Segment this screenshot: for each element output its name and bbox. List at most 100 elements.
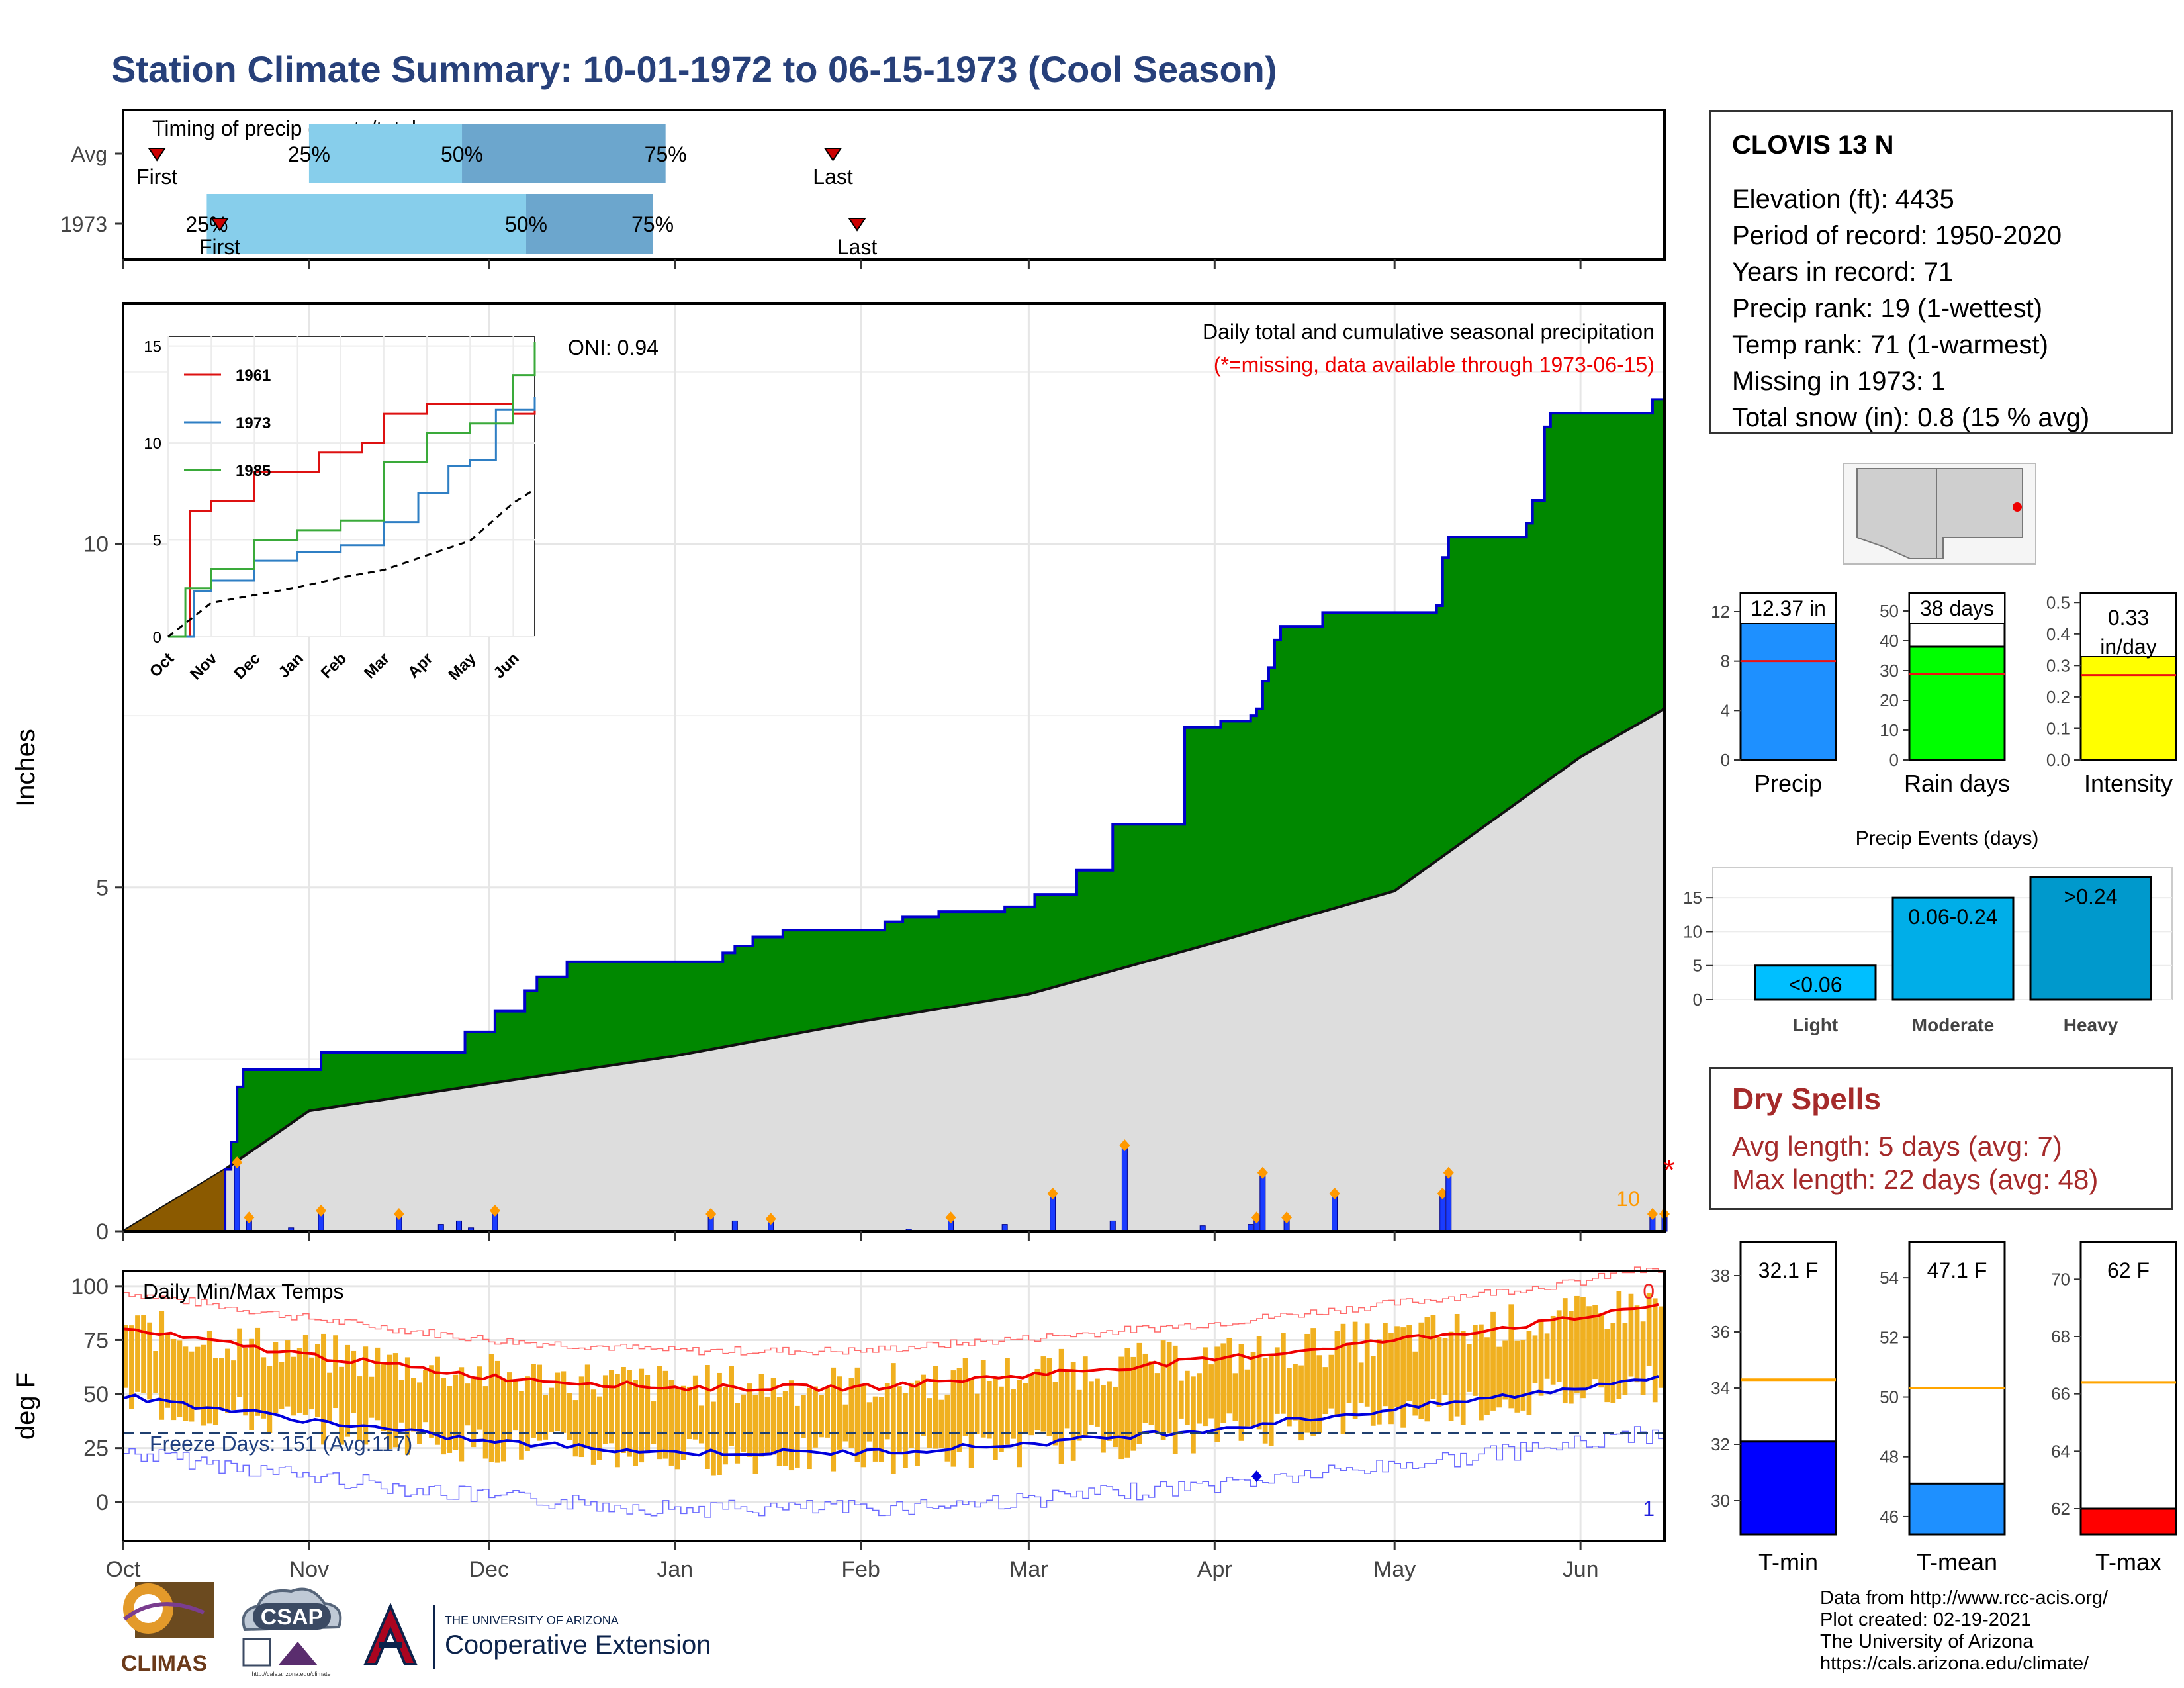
temp-daily-bar	[1634, 1305, 1640, 1383]
mini-bar-value-box	[2080, 592, 2177, 657]
temp-bar-value	[2079, 1507, 2177, 1536]
temp-ytick-label: 100	[71, 1274, 109, 1299]
mini-bar-value	[1908, 645, 2006, 761]
temp-daily-bar	[1616, 1291, 1622, 1399]
station-name: CLOVIS 13 N	[1732, 130, 1894, 160]
mini-bar-value	[2079, 655, 2177, 761]
station-info-box: CLOVIS 13 N Elevation (ft): 4435 Period …	[1709, 110, 2173, 434]
temp-daily-bar	[645, 1375, 651, 1454]
temp-daily-bar	[717, 1372, 722, 1475]
temp-daily-bar	[1598, 1313, 1604, 1388]
temp-daily-bar	[147, 1322, 152, 1400]
precip-cumulative-line	[123, 381, 1666, 1233]
temp-daily-bar	[788, 1380, 794, 1471]
temp-daily-bar	[1532, 1335, 1538, 1383]
temp-daily-bar	[1028, 1373, 1034, 1436]
temp-daily-bar	[447, 1386, 453, 1453]
temp-daily-bar	[807, 1387, 812, 1470]
temp-bar-ytick-label: 36	[1711, 1322, 1730, 1342]
temp-daily-bar	[866, 1402, 872, 1442]
oni-label: ONI: 0.94	[568, 336, 659, 359]
temp-daily-bar	[1124, 1348, 1130, 1458]
temp-bar-ytick-label: 62	[2051, 1499, 2070, 1519]
temp-bar-ytick-label: 50	[1880, 1387, 1899, 1407]
temp-daily-bar	[735, 1403, 741, 1464]
temp-daily-bar	[369, 1376, 375, 1418]
temp-daily-bar	[387, 1354, 392, 1450]
timing-bar-25-50	[206, 194, 526, 254]
temp-daily-bar	[189, 1351, 195, 1422]
temp-daily-bar	[1185, 1370, 1190, 1425]
temp-daily-bar	[980, 1360, 986, 1438]
temp-daily-bar	[549, 1387, 555, 1432]
inset-ytick-label: 15	[144, 338, 161, 356]
temp-frame	[122, 1270, 1666, 1542]
temp-daily-bar	[261, 1357, 267, 1419]
station-elevation: Elevation (ft): 4435	[1732, 185, 1954, 214]
temp-daily-bar	[1394, 1326, 1400, 1407]
temp-daily-bar	[1322, 1367, 1328, 1415]
temp-daily-bar	[488, 1354, 494, 1462]
temp-daily-bar	[201, 1344, 206, 1426]
temp-daily-bar	[1340, 1323, 1346, 1434]
mini-bar-ytick-label: 0	[1889, 750, 1899, 770]
events-bar	[1891, 896, 2015, 1001]
temp-daily-bar	[321, 1333, 326, 1445]
temp-daily-bar	[758, 1374, 764, 1457]
temp-daily-bar	[1520, 1339, 1526, 1411]
temp-daily-bar	[1550, 1315, 1556, 1385]
temp-daily-bar	[1448, 1331, 1454, 1421]
temp-record-high-line	[123, 1266, 1664, 1356]
ua-cooperative-extension-logo: THE UNIVERSITY OF ARIZONA Cooperative Ex…	[363, 1602, 711, 1669]
temp-ytick-label: 75	[83, 1328, 109, 1353]
temp-daily-bar	[657, 1366, 662, 1460]
temp-daily-bar	[909, 1382, 914, 1448]
temp-daily-bar	[578, 1376, 584, 1458]
temp-daily-bar	[1383, 1323, 1388, 1407]
temp-daily-bar	[1046, 1358, 1052, 1436]
timing-label-25: 25%	[288, 142, 330, 166]
temp-daily-bar	[1160, 1340, 1166, 1440]
precip-snow-count: 10	[1616, 1187, 1640, 1211]
temp-daily-bar	[801, 1395, 806, 1438]
temp-bar-ytick-label: 38	[1711, 1266, 1730, 1286]
temp-daily-bar	[1328, 1354, 1334, 1409]
temp-daily-bar	[465, 1383, 471, 1426]
temp-daily-bar	[1508, 1304, 1514, 1409]
month-label: May	[1373, 1557, 1416, 1582]
events-bar-label: 0.06-0.24	[1908, 905, 1997, 929]
temp-daily-bar	[1293, 1364, 1298, 1421]
temp-daily-bar	[135, 1315, 140, 1392]
csap-logo-text: CSAP	[261, 1605, 323, 1630]
precip-ytick-label: 0	[96, 1219, 109, 1244]
temp-daily-bar	[1526, 1331, 1532, 1415]
temp-daily-bar	[249, 1338, 255, 1430]
temp-daily-bar	[782, 1391, 788, 1466]
intensity-value-label: 0.33	[2108, 606, 2149, 630]
temp-daily-bar	[572, 1400, 578, 1457]
temp-daily-bar	[962, 1358, 968, 1436]
mini-bar-label: Intensity	[2084, 770, 2173, 797]
temp-daily-bar	[1238, 1344, 1244, 1441]
temp-daily-bar	[1166, 1341, 1172, 1434]
ua-logo-small-text: THE UNIVERSITY OF ARIZONA	[445, 1614, 619, 1627]
temp-daily-bar	[453, 1374, 459, 1450]
temp-daily-bar	[668, 1380, 674, 1466]
temp-daily-bar	[351, 1350, 357, 1413]
temp-daily-bar	[1197, 1373, 1202, 1424]
credit-line-created: Plot created: 02-19-2021	[1820, 1609, 2032, 1630]
temp-daily-bar	[602, 1375, 608, 1444]
events-ytick-label: 10	[1683, 921, 1702, 941]
temp-daily-bar	[825, 1386, 830, 1438]
temp-daily-bar	[944, 1394, 950, 1462]
temp-daily-bar	[1556, 1310, 1562, 1382]
inset-series-line	[168, 403, 536, 638]
temp-daily-bar	[1538, 1320, 1544, 1396]
temp-daily-bar	[1490, 1311, 1496, 1411]
mini-bar-ytick-label: 4	[1721, 700, 1730, 720]
precip-daily-marker	[1437, 1187, 1448, 1199]
temp-daily-bar	[494, 1360, 500, 1463]
temp-daily-bar	[1304, 1333, 1310, 1433]
temp-daily-bar	[363, 1346, 369, 1445]
